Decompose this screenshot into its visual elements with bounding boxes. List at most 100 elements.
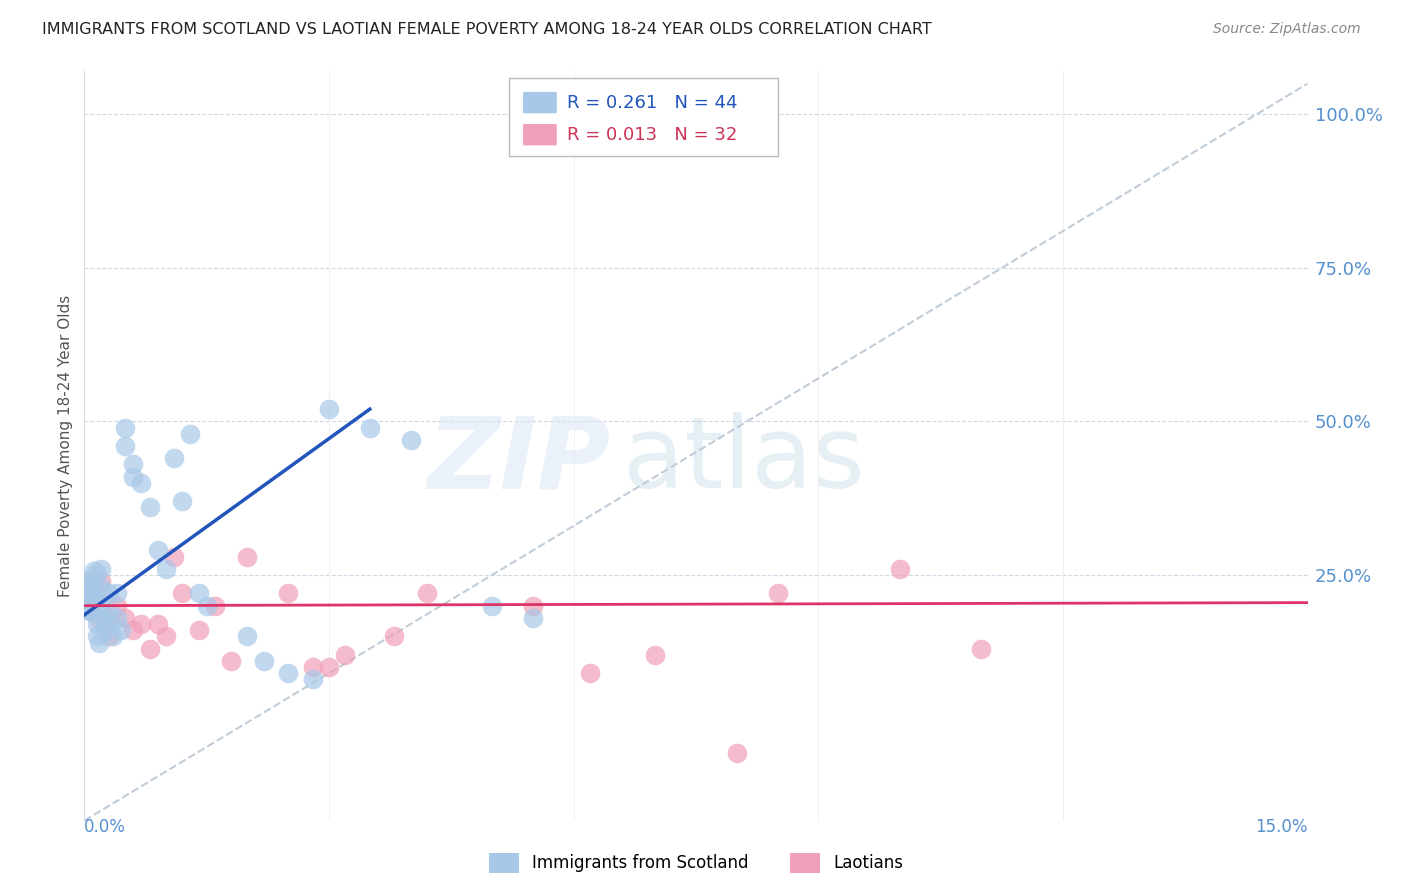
Point [86,566,108,581]
Point [399,433,422,447]
Point [86,589,108,603]
Point [359,420,381,434]
Point [236,549,259,564]
Point [77,601,100,615]
Point [970,641,993,656]
Point [114,611,136,625]
Point [90,574,112,588]
Point [82,584,104,599]
Point [97,586,120,600]
Text: 0.0%: 0.0% [84,818,127,836]
Point [97,605,120,619]
Point [122,469,145,483]
Point [82,583,104,598]
Point [80,592,103,607]
Point [76,590,98,604]
Point [80,593,103,607]
Point [301,660,323,674]
Point [82,586,104,600]
Point [105,599,128,613]
Point [172,586,194,600]
Point [766,586,789,600]
Point [155,562,177,576]
Point [86,629,108,643]
Text: IMMIGRANTS FROM SCOTLAND VS LAOTIAN FEMALE POVERTY AMONG 18-24 YEAR OLDS CORRELA: IMMIGRANTS FROM SCOTLAND VS LAOTIAN FEMA… [42,22,932,37]
Point [187,624,209,638]
Point [80,588,103,602]
Point [236,629,259,643]
Point [335,648,357,662]
Point [318,402,340,417]
Point [889,562,911,576]
Point [82,605,104,619]
Point [75,602,97,616]
Point [93,624,115,638]
Point [77,578,100,592]
Point [522,611,544,625]
Legend: Immigrants from Scotland, Laotians: Immigrants from Scotland, Laotians [482,847,910,880]
Point [114,420,136,434]
Point [76,574,98,588]
Point [97,629,120,643]
Point [131,617,153,632]
Point [579,107,602,121]
Text: 15.0%: 15.0% [1256,818,1308,836]
Point [76,592,98,607]
Point [82,603,104,617]
Point [146,543,169,558]
Point [80,593,103,607]
Point [90,599,112,613]
Point [84,592,107,607]
Point [90,562,112,576]
Point [187,586,209,600]
Point [79,599,101,614]
Point [82,601,104,615]
Point [138,641,160,656]
Point [725,746,748,760]
Point [83,587,105,601]
Point [219,654,242,668]
Point [80,604,103,618]
Point [100,617,122,632]
Point [77,599,100,614]
Point [318,660,340,674]
Point [416,586,439,600]
Text: atlas: atlas [623,412,865,509]
Point [172,494,194,508]
Point [76,587,98,601]
Text: Source: ZipAtlas.com: Source: ZipAtlas.com [1213,22,1361,37]
Point [76,590,98,604]
Point [110,624,132,638]
Point [579,666,602,681]
Point [75,582,97,596]
Point [75,596,97,610]
Point [253,654,276,668]
Point [80,585,103,599]
Point [105,611,128,625]
Point [80,585,103,599]
Point [82,574,104,588]
Text: R = 0.261   N = 44: R = 0.261 N = 44 [567,94,737,112]
Point [90,580,112,594]
Text: R = 0.013   N = 32: R = 0.013 N = 32 [567,126,737,144]
Point [86,617,108,632]
Point [87,635,110,649]
Point [75,574,97,588]
Point [195,599,218,613]
Point [105,586,128,600]
Point [146,617,169,632]
Point [83,564,105,578]
Point [163,451,186,466]
Point [204,599,226,613]
Point [122,624,145,638]
Point [644,648,666,662]
Point [522,599,544,613]
Point [79,599,101,613]
Point [122,458,145,472]
Point [138,500,160,515]
Point [163,549,186,564]
Point [89,611,111,625]
Point [97,611,120,625]
Point [179,426,201,441]
Point [155,629,177,643]
